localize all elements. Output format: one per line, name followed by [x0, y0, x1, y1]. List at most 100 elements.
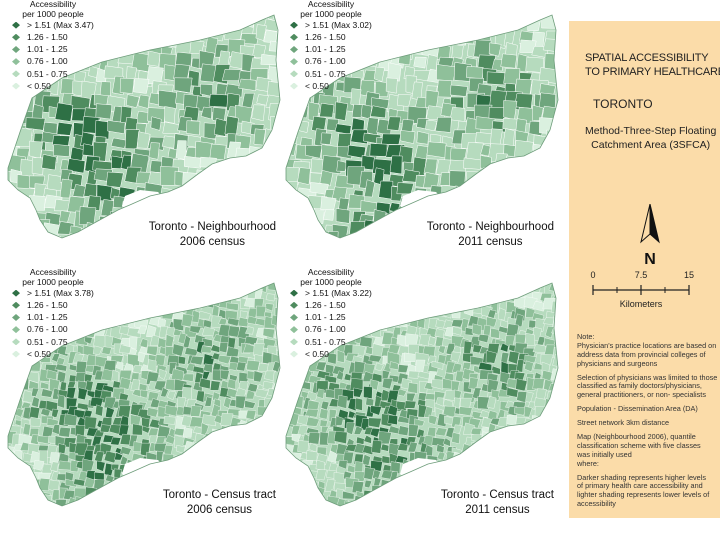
map-unit: [426, 299, 435, 313]
legend-swatch: [12, 82, 20, 90]
map-unit: [504, 438, 517, 447]
legend-item: 0.51 - 0.75: [282, 336, 380, 348]
map-unit: [278, 460, 282, 470]
map-unit: [198, 310, 211, 320]
map-unit: [163, 15, 179, 16]
city-boundary: [285, 282, 559, 507]
map-unit: [488, 42, 502, 57]
map-unit: [353, 387, 364, 398]
map-unit: [108, 15, 128, 17]
map-unit: [158, 283, 169, 293]
map-unit: [141, 425, 151, 434]
map-unit: [265, 413, 278, 427]
map-unit: [118, 405, 131, 419]
map-unit: [310, 480, 319, 489]
map-unit: [137, 495, 147, 506]
map-unit: [354, 504, 367, 506]
map-unit: [413, 56, 427, 69]
map-unit: [0, 452, 6, 462]
map-unit: [545, 326, 555, 339]
map-unit: [118, 283, 130, 293]
map-unit: [286, 365, 292, 376]
map-unit: [459, 283, 472, 291]
map-unit: [413, 290, 426, 303]
map-unit: [187, 186, 199, 203]
map-unit: [397, 443, 409, 452]
map-unit: [489, 283, 500, 285]
map-unit: [335, 415, 344, 426]
map-unit: [426, 141, 447, 159]
map-unit: [0, 483, 4, 491]
map-caption-title: Toronto - Census tract: [162, 489, 276, 502]
map-unit: [25, 117, 46, 131]
map-unit: [463, 157, 482, 170]
map-unit: [369, 143, 388, 157]
map-unit: [532, 423, 542, 434]
map-unit: [278, 120, 282, 136]
map-unit: [532, 377, 545, 390]
map-caption-title: Toronto - Neighbourhood: [426, 221, 554, 234]
map-unit: [162, 477, 175, 488]
map-unit: [434, 427, 448, 437]
map-unit: [0, 443, 3, 452]
map-unit: [497, 307, 507, 321]
map-unit: [438, 15, 454, 29]
map-unit: [264, 128, 276, 147]
map-unit: [172, 196, 191, 210]
map-unit: [282, 509, 293, 516]
scale-bar: 0 7.5 15 Kilometers: [590, 270, 694, 309]
map-unit: [176, 283, 188, 292]
map-unit: [278, 282, 280, 293]
map-unit: [228, 433, 240, 447]
map-unit: [238, 453, 252, 463]
map-unit: [262, 461, 276, 471]
map-unit: [480, 155, 492, 172]
map-unit: [149, 481, 161, 492]
map-unit: [202, 371, 211, 380]
map-unit: [500, 200, 518, 216]
map-unit: [155, 354, 166, 367]
map-unit: [349, 378, 364, 391]
legend-subtitle: per 1000 people: [300, 276, 362, 287]
map-unit: [0, 437, 2, 445]
map-unit: [129, 336, 138, 350]
map-unit: [123, 289, 132, 304]
map-unit: [264, 409, 278, 421]
map-unit: [516, 459, 527, 470]
map-unit: [286, 181, 288, 200]
map-unit: [81, 500, 96, 506]
map-unit: [245, 389, 255, 400]
map-unit: [381, 289, 393, 302]
map-unit: [312, 236, 325, 238]
map-unit: [371, 496, 384, 506]
map-unit: [192, 450, 207, 462]
map-unit: [368, 417, 382, 428]
map-unit: [320, 510, 331, 518]
map-unit: [425, 271, 434, 281]
note-paragraph: Street network 3km distance: [577, 418, 720, 428]
map-unit: [510, 272, 518, 282]
map-unit: [11, 471, 20, 482]
note-line: Selection of physicians was limited to t…: [577, 372, 718, 382]
note-line: Darker shading represents higher levels: [577, 472, 706, 482]
map-unit: [8, 488, 16, 501]
map-unit: [178, 355, 186, 365]
map-unit: [408, 298, 419, 309]
map-unit: [532, 301, 547, 312]
map-unit: [57, 460, 72, 471]
map-unit: [327, 352, 337, 365]
note-paragraph: Note: Physician's practice locations are …: [577, 332, 720, 369]
map-unit: [308, 225, 320, 238]
map-unit: [255, 472, 270, 484]
map-unit: [441, 283, 456, 296]
map-unit: [251, 104, 266, 122]
map-unit: [172, 343, 185, 357]
map-unit: [489, 15, 509, 22]
map-unit: [397, 297, 407, 310]
legend-label: > 1.51 (Max 3.22): [305, 287, 372, 298]
map-unit: [327, 430, 336, 445]
map-unit: [425, 119, 438, 132]
map-unit: [0, 469, 4, 479]
map-unit: [338, 459, 348, 470]
map-unit: [92, 141, 108, 162]
